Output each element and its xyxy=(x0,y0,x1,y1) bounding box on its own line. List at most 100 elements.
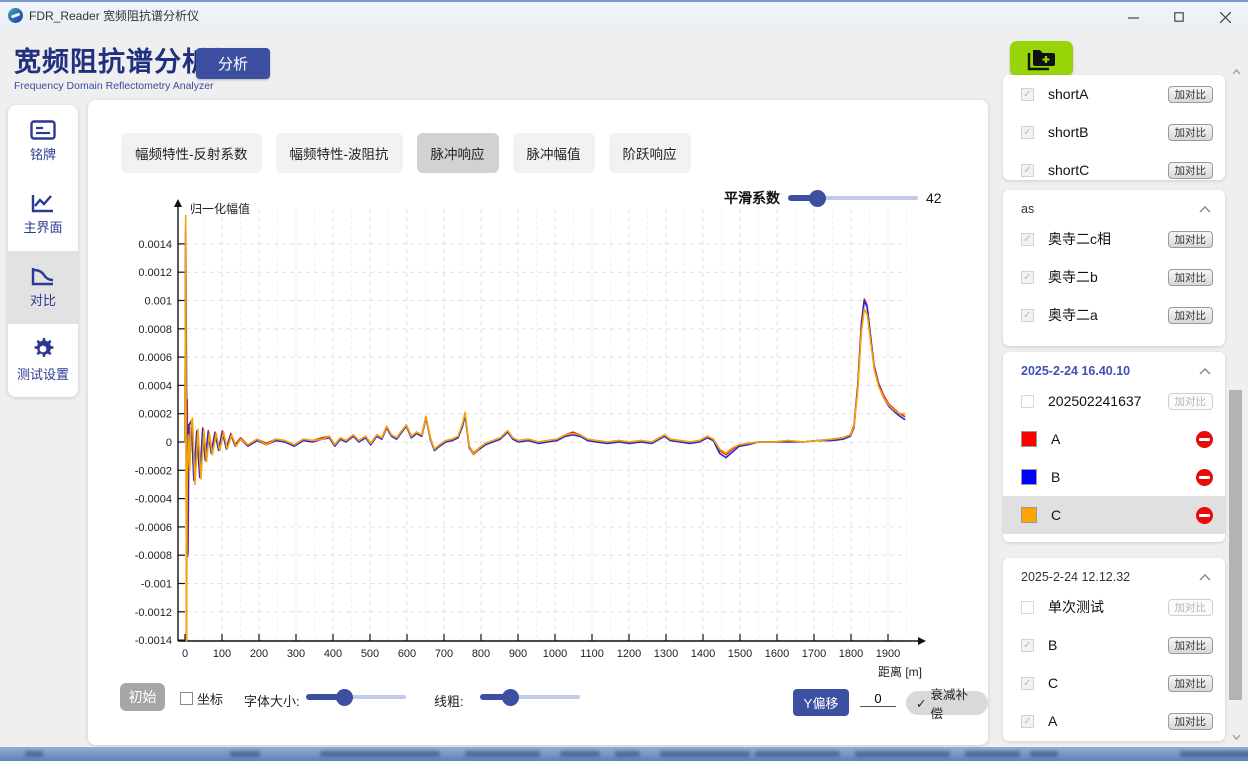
test-item-row[interactable]: ✓ A 加对比 xyxy=(1003,702,1225,740)
background-window-strip xyxy=(0,747,1248,761)
y-offset-input[interactable] xyxy=(860,691,896,707)
series-B-line xyxy=(184,228,906,558)
smoothing-slider[interactable] xyxy=(788,190,918,207)
item-checkbox[interactable]: ✓ xyxy=(1021,714,1034,728)
svg-text:归一化幅值: 归一化幅值 xyxy=(190,201,250,216)
test-item-row[interactable]: ✓ C 加对比 xyxy=(1003,664,1225,702)
svg-text:0: 0 xyxy=(166,437,172,449)
add-compare-button[interactable]: 加对比 xyxy=(1167,123,1213,141)
add-compare-button[interactable]: 加对比 xyxy=(1167,306,1213,324)
maximize-button[interactable] xyxy=(1156,4,1202,30)
test-item-row[interactable]: ✓ 奥寺二b 加对比 xyxy=(1003,258,1225,296)
test-item-label: 奥寺二a xyxy=(1048,307,1098,323)
test-item-label: 单次测试 xyxy=(1048,599,1104,615)
scroll-down-arrow[interactable] xyxy=(1227,729,1245,745)
test-item-row[interactable]: 单次测试 加对比 xyxy=(1003,588,1225,626)
item-checkbox[interactable]: ✓ xyxy=(1021,87,1034,101)
tab-5[interactable]: 阶跃响应 xyxy=(608,133,691,173)
test-item-row[interactable]: A xyxy=(1003,420,1225,458)
test-item-row[interactable]: C xyxy=(1003,496,1225,534)
svg-text:0.001: 0.001 xyxy=(144,296,172,308)
sidebar-item-2[interactable]: 主界面 xyxy=(8,178,78,251)
attenuation-compensation-toggle[interactable]: ✓ 衰减补偿 xyxy=(906,688,988,721)
scroll-up-arrow[interactable] xyxy=(1227,64,1245,80)
sidebar-item-1[interactable]: 铭牌 xyxy=(8,105,78,178)
chart-panel: 幅频特性-反射系数 幅频特性-波阻抗 脉冲响应 脉冲幅值 阶跃响应 平滑系数 42 0.… xyxy=(88,100,988,745)
item-checkbox[interactable]: ✓ xyxy=(1021,125,1034,139)
test-item-row[interactable]: ✓ shortC 加对比 xyxy=(1003,151,1225,180)
add-compare-button[interactable]: 加对比 xyxy=(1167,268,1213,286)
item-checkbox[interactable]: ✓ xyxy=(1021,232,1034,246)
collapse-chevron-icon[interactable] xyxy=(1199,362,1211,380)
svg-text:1200: 1200 xyxy=(617,648,641,660)
collapse-chevron-icon[interactable] xyxy=(1199,200,1211,218)
test-item-label: shortB xyxy=(1048,124,1089,140)
remove-series-button[interactable] xyxy=(1196,506,1213,524)
add-compare-button[interactable]: 加对比 xyxy=(1167,230,1213,248)
folder-plus-icon xyxy=(1027,49,1055,70)
tab-1[interactable]: 幅频特性-反射系数 xyxy=(121,133,262,173)
collapse-chevron-icon[interactable] xyxy=(1199,568,1211,586)
item-checkbox[interactable]: ✓ xyxy=(1021,638,1034,652)
test-item-row[interactable]: ✓ shortA 加对比 xyxy=(1003,75,1225,113)
line-width-slider[interactable] xyxy=(480,689,580,706)
font-size-slider[interactable] xyxy=(306,689,406,706)
tab-2[interactable]: 幅频特性-波阻抗 xyxy=(275,133,403,173)
tab-3[interactable]: 脉冲响应 xyxy=(416,133,499,173)
svg-text:1300: 1300 xyxy=(654,648,678,660)
add-compare-button[interactable]: 加对比 xyxy=(1167,161,1213,179)
series-color-swatch xyxy=(1021,507,1037,523)
coordinate-checkbox[interactable] xyxy=(180,692,193,705)
y-offset-button[interactable]: Y偏移 xyxy=(793,689,849,716)
remove-series-button[interactable] xyxy=(1196,430,1213,448)
item-checkbox[interactable] xyxy=(1021,394,1034,408)
scrollbar-thumb[interactable] xyxy=(1229,390,1242,700)
item-checkbox[interactable] xyxy=(1021,600,1034,614)
add-compare-button[interactable]: 加对比 xyxy=(1167,85,1213,103)
tab-4[interactable]: 脉冲幅值 xyxy=(512,133,595,173)
add-compare-button[interactable]: 加对比 xyxy=(1167,674,1213,692)
background-window-content xyxy=(560,751,600,757)
item-checkbox[interactable]: ✓ xyxy=(1021,163,1034,177)
svg-text:1900: 1900 xyxy=(876,648,900,660)
test-item-label: 奥寺二b xyxy=(1048,269,1098,285)
main-screen-icon xyxy=(31,193,55,213)
test-group-card-1: ✓ shortA 加对比 ✓ shortB 加对比 ✓ shortC 加对比 xyxy=(1003,75,1225,180)
reset-button[interactable]: 初始 xyxy=(120,683,165,711)
test-item-row[interactable]: ✓ 奥寺二c相 加对比 xyxy=(1003,220,1225,258)
analyze-button[interactable]: 分析 xyxy=(196,48,270,79)
impulse-response-chart: 0.0014 0.0012 0.001 0.0008 0.0006 0.0004 0.000… xyxy=(130,195,980,695)
add-compare-button[interactable]: 加对比 xyxy=(1167,712,1213,730)
remove-series-button[interactable] xyxy=(1196,468,1213,486)
add-folder-button[interactable] xyxy=(1010,41,1073,76)
test-item-row[interactable]: 202502241637 加对比 xyxy=(1003,382,1225,420)
test-item-row[interactable]: ✓ 奥寺二a 加对比 xyxy=(1003,296,1225,334)
item-checkbox[interactable]: ✓ xyxy=(1021,308,1034,322)
minimize-button[interactable] xyxy=(1110,4,1156,30)
group-header-title: 2025-2-24 16.40.10 xyxy=(1021,364,1131,378)
test-item-label: A xyxy=(1048,713,1058,729)
test-item-label: 202502241637 xyxy=(1048,393,1142,409)
svg-text:-0.0008: -0.0008 xyxy=(135,550,172,562)
test-group-card-2: as ✓ 奥寺二c相 加对比 ✓ 奥寺二b 加对比 ✓ 奥寺二a 加对比 xyxy=(1003,190,1225,346)
test-item-row[interactable]: B xyxy=(1003,458,1225,496)
test-item-row[interactable]: ✓ B 加对比 xyxy=(1003,626,1225,664)
sidebar-item-4[interactable]: 测试设置 xyxy=(8,324,78,397)
test-item-label: B xyxy=(1051,469,1061,485)
svg-text:1500: 1500 xyxy=(728,648,752,660)
titlebar: FDR_Reader 宽频阻抗谱分析仪 xyxy=(0,0,1248,28)
item-checkbox[interactable]: ✓ xyxy=(1021,270,1034,284)
series-A-line xyxy=(184,221,906,642)
test-item-row[interactable]: ✓ shortB 加对比 xyxy=(1003,113,1225,151)
svg-text:700: 700 xyxy=(435,648,453,660)
svg-text:距离 [m]: 距离 [m] xyxy=(878,664,922,679)
app-icon xyxy=(8,7,23,23)
nameplate-icon xyxy=(30,120,56,140)
item-checkbox[interactable]: ✓ xyxy=(1021,676,1034,690)
svg-text:0: 0 xyxy=(182,648,188,660)
sidebar-item-3[interactable]: 对比 xyxy=(8,251,78,324)
add-compare-button[interactable]: 加对比 xyxy=(1167,636,1213,654)
coordinate-label: 坐标 xyxy=(197,692,224,707)
svg-text:-0.0014: -0.0014 xyxy=(135,635,172,647)
close-button[interactable] xyxy=(1202,4,1248,30)
